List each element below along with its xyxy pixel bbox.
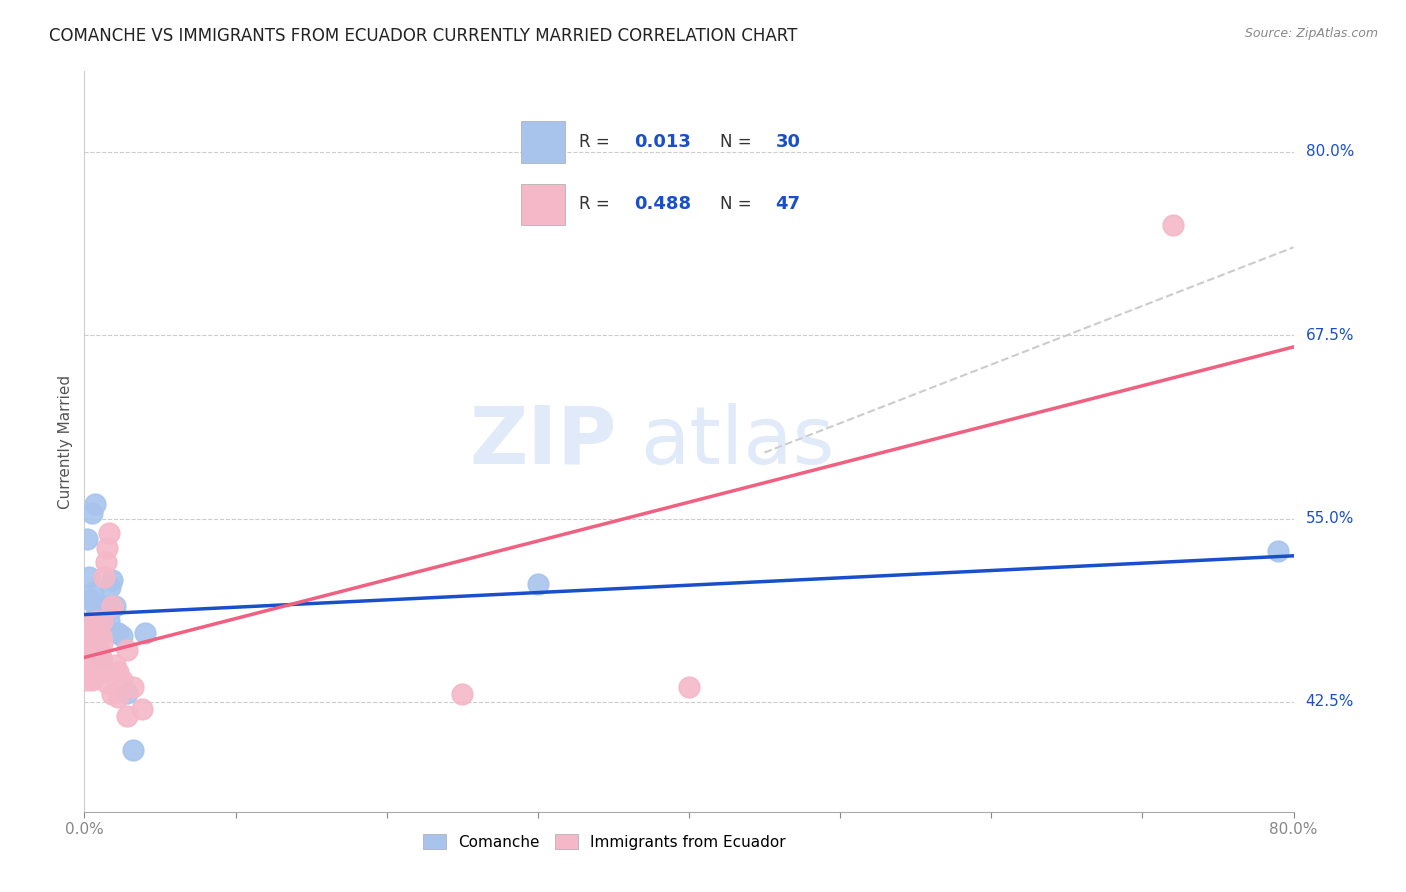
Point bbox=[79, 643, 101, 657]
Point bbox=[96, 541, 118, 555]
Text: 42.5%: 42.5% bbox=[1306, 694, 1354, 709]
Point bbox=[678, 680, 700, 694]
Point bbox=[115, 686, 138, 700]
Point bbox=[84, 636, 107, 650]
Point bbox=[84, 625, 107, 640]
Point bbox=[90, 629, 112, 643]
Text: COMANCHE VS IMMIGRANTS FROM ECUADOR CURRENTLY MARRIED CORRELATION CHART: COMANCHE VS IMMIGRANTS FROM ECUADOR CURR… bbox=[49, 27, 797, 45]
Point bbox=[80, 617, 103, 632]
Point bbox=[77, 636, 100, 650]
Y-axis label: Currently Married: Currently Married bbox=[58, 375, 73, 508]
Point bbox=[527, 577, 550, 591]
Point bbox=[1161, 219, 1184, 233]
Point bbox=[77, 658, 100, 673]
Point bbox=[80, 614, 103, 628]
Point bbox=[91, 614, 114, 628]
Text: Source: ZipAtlas.com: Source: ZipAtlas.com bbox=[1244, 27, 1378, 40]
Point bbox=[91, 636, 114, 650]
Point bbox=[87, 658, 110, 673]
Point bbox=[1267, 543, 1289, 558]
Point bbox=[86, 614, 108, 628]
Point bbox=[76, 673, 98, 687]
Point bbox=[98, 581, 121, 595]
Point bbox=[77, 623, 100, 637]
Point bbox=[111, 629, 134, 643]
Point bbox=[121, 743, 143, 757]
Point bbox=[91, 617, 114, 632]
Point bbox=[89, 643, 111, 657]
Point bbox=[93, 599, 115, 614]
Text: ZIP: ZIP bbox=[470, 402, 616, 481]
Point bbox=[111, 673, 134, 687]
Point bbox=[96, 675, 118, 690]
Point bbox=[96, 599, 118, 614]
Point bbox=[82, 622, 104, 636]
Point bbox=[86, 614, 108, 628]
Point bbox=[80, 673, 103, 687]
Point bbox=[86, 632, 108, 646]
Text: 67.5%: 67.5% bbox=[1306, 327, 1354, 343]
Point bbox=[76, 532, 98, 546]
Point bbox=[131, 702, 153, 716]
Point bbox=[80, 665, 103, 680]
Point bbox=[115, 643, 138, 657]
Point bbox=[90, 650, 112, 665]
Point bbox=[77, 570, 100, 584]
Point bbox=[84, 598, 107, 612]
Point bbox=[82, 658, 104, 673]
Point bbox=[82, 584, 104, 599]
Point bbox=[87, 650, 110, 665]
Point bbox=[115, 709, 138, 723]
Point bbox=[107, 665, 129, 680]
Point bbox=[90, 650, 112, 665]
Point bbox=[93, 570, 115, 584]
Point bbox=[87, 643, 110, 657]
Point bbox=[80, 506, 103, 520]
Point bbox=[104, 599, 127, 614]
Point bbox=[134, 625, 156, 640]
Point bbox=[107, 625, 129, 640]
Point bbox=[451, 688, 474, 702]
Legend: Comanche, Immigrants from Ecuador: Comanche, Immigrants from Ecuador bbox=[416, 828, 792, 856]
Text: 80.0%: 80.0% bbox=[1306, 145, 1354, 160]
Point bbox=[77, 622, 100, 636]
Point bbox=[75, 643, 97, 657]
Point bbox=[89, 625, 111, 640]
Text: atlas: atlas bbox=[641, 402, 835, 481]
Point bbox=[100, 688, 122, 702]
Point bbox=[79, 592, 101, 607]
Point bbox=[90, 650, 112, 665]
Point bbox=[97, 614, 120, 628]
Point bbox=[100, 573, 122, 587]
Point bbox=[121, 680, 143, 694]
Text: 55.0%: 55.0% bbox=[1306, 511, 1354, 526]
Point bbox=[86, 622, 108, 636]
Point bbox=[89, 650, 111, 665]
Point bbox=[87, 632, 110, 646]
Point bbox=[79, 650, 101, 665]
Point bbox=[89, 602, 111, 616]
Point bbox=[84, 497, 107, 511]
Point bbox=[94, 556, 117, 570]
Point bbox=[100, 599, 122, 614]
Point bbox=[82, 650, 104, 665]
Point bbox=[107, 690, 129, 705]
Point bbox=[97, 526, 120, 541]
Point bbox=[93, 665, 115, 680]
Point bbox=[104, 658, 127, 673]
Point bbox=[76, 658, 98, 673]
Point bbox=[84, 643, 107, 657]
